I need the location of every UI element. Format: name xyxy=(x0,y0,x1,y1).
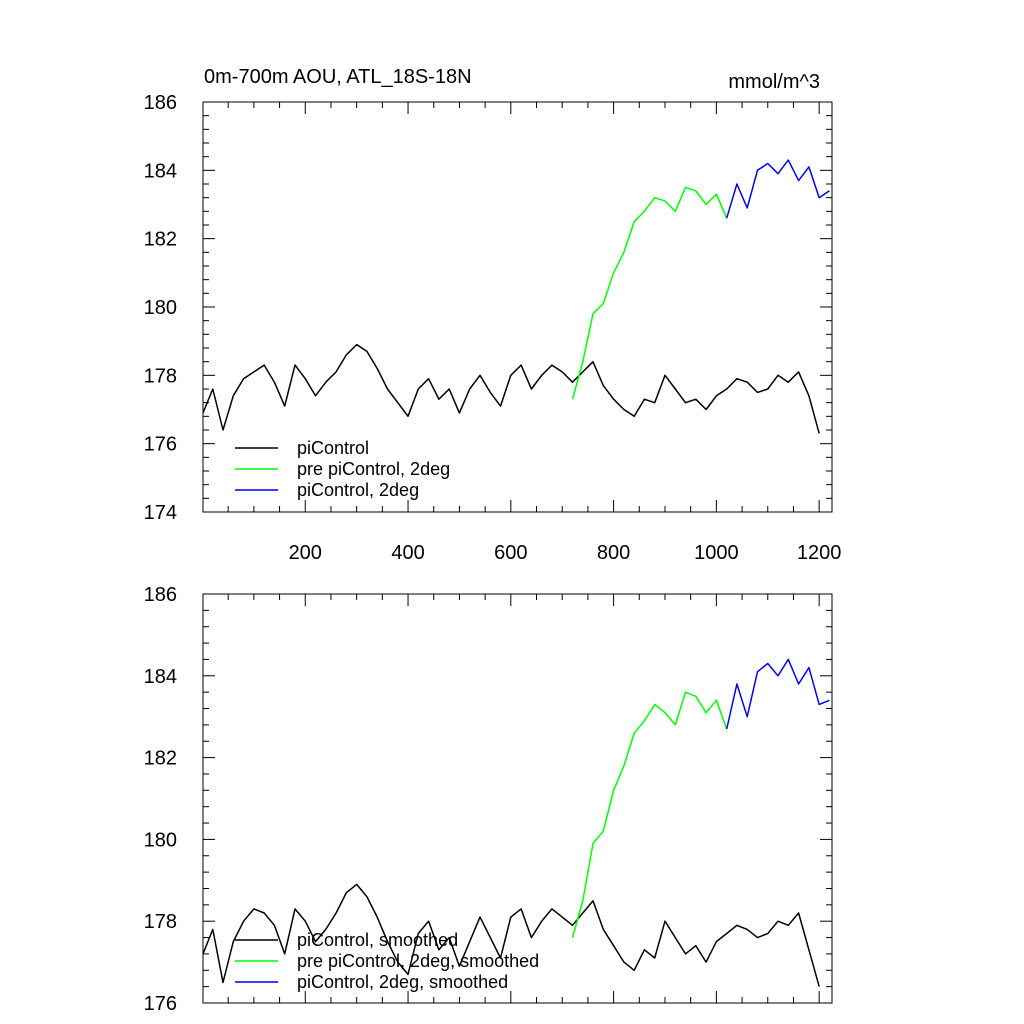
x-tick-label: 600 xyxy=(494,542,527,564)
y-tick-label: 182 xyxy=(144,229,177,251)
x-tick-label: 1000 xyxy=(694,542,739,564)
top-panel: 200 400 600 800 1000 1200 174 176 178 180 182 184 18… xyxy=(144,92,842,564)
y-tick-label: 186 xyxy=(144,92,177,114)
legend-label: pre piControl, 2deg, smoothed xyxy=(297,951,539,971)
x-tick-label: 400 xyxy=(391,542,424,564)
y-tick-label: 182 xyxy=(144,748,177,770)
y-tick-label: 176 xyxy=(144,993,177,1015)
x-tick-label: 800 xyxy=(597,542,630,564)
y-tick-label: 180 xyxy=(144,297,177,319)
y-tick-label: 178 xyxy=(144,911,177,933)
legend-label: pre piControl, 2deg xyxy=(297,459,450,479)
series-line-picontrol xyxy=(202,343,820,434)
legend-label: piControl, 2deg, smoothed xyxy=(297,972,508,992)
legend-label: piControl xyxy=(297,438,369,458)
y-tick-label: 174 xyxy=(144,502,177,524)
legend-label: piControl, 2deg xyxy=(297,480,419,500)
y-tick-label: 184 xyxy=(144,666,177,688)
x-tick-label: 1200 xyxy=(797,542,842,564)
series-line-pre-picontrol-2deg-smoothed xyxy=(571,691,728,938)
plot-frame xyxy=(202,593,833,1004)
series-line-pre-picontrol-2deg xyxy=(571,186,728,400)
y-tick-label: 186 xyxy=(144,584,177,606)
legend-label: piControl, smoothed xyxy=(297,930,458,950)
y-tick-label: 184 xyxy=(144,160,177,182)
x-tick-label: 200 xyxy=(289,542,322,564)
y-tick-label: 180 xyxy=(144,829,177,851)
units-label: mmol/m^3 xyxy=(728,71,820,93)
figure-title: 0m-700m AOU, ATL_18S-18N xyxy=(204,66,472,88)
y-tick-label: 176 xyxy=(144,434,177,456)
y-tick-label: 178 xyxy=(144,365,177,387)
series-line-picontrol-smoothed xyxy=(202,883,820,987)
bottom-panel: 176 178 180 182 184 186 piControl, smoothedpre… xyxy=(144,584,833,1015)
series-line-picontrol-2deg xyxy=(725,159,830,219)
series-line-picontrol-2deg-smoothed xyxy=(725,658,830,730)
